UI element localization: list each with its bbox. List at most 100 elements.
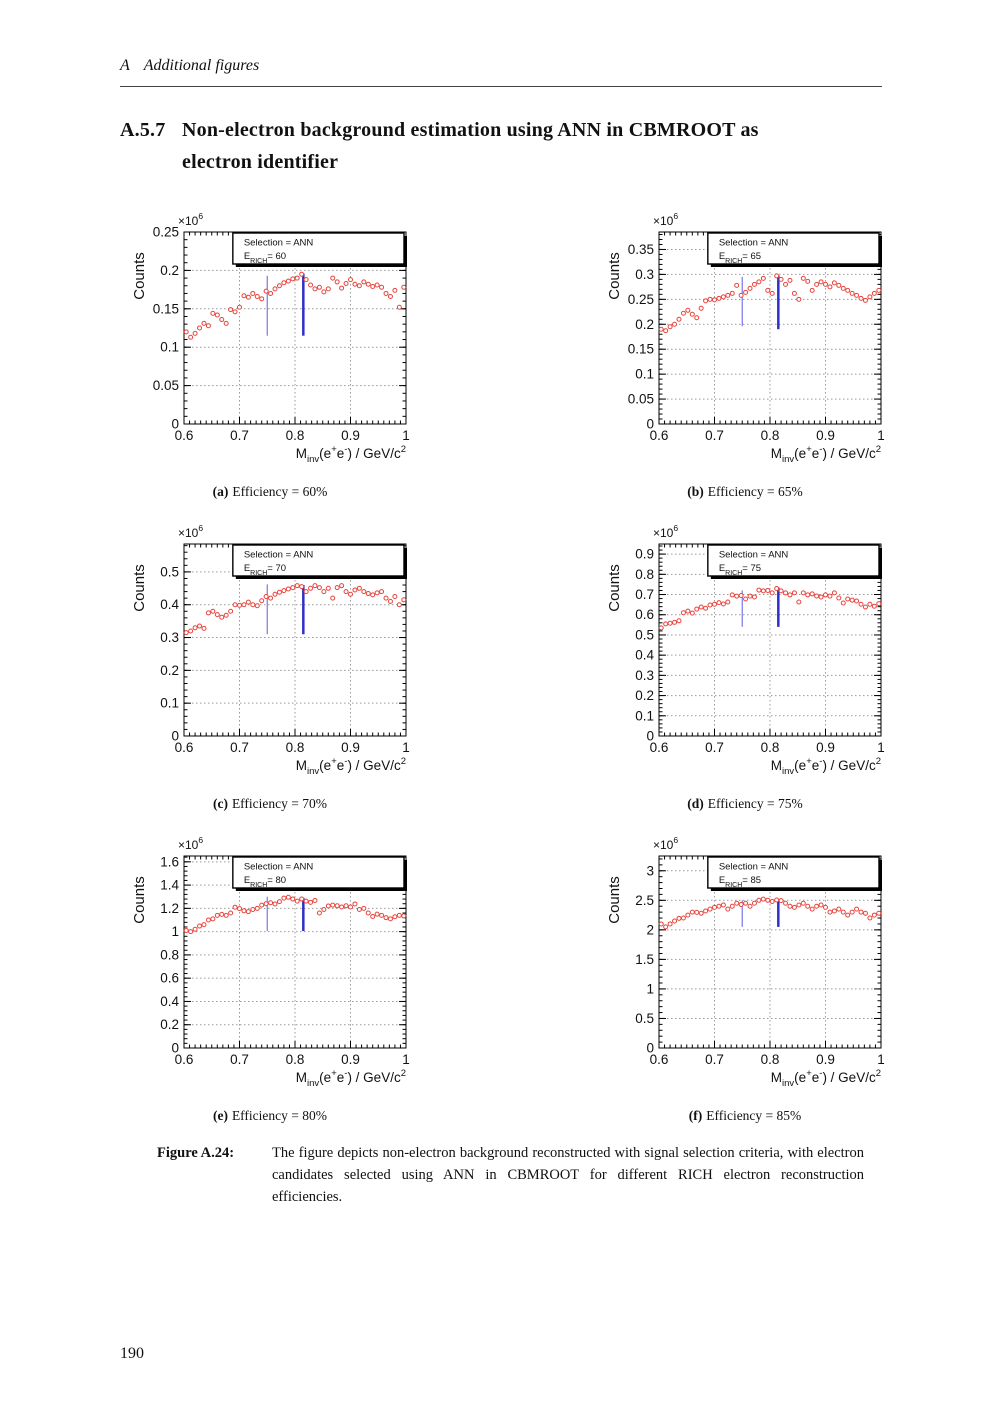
y-axis-label: Counts xyxy=(131,252,148,300)
legend-efficiency-label: ERICH= 85 xyxy=(719,875,761,889)
y-tick-label: 0 xyxy=(646,417,654,432)
x-tick-label: 1 xyxy=(402,428,410,443)
plot-canvas: 0.6 0.7 0.8 0.9 1 0 0.1 0.2 0.3 0.4 0.5 Selection =… xyxy=(131,523,410,777)
subcaption-text: Efficiency = 75% xyxy=(707,796,803,811)
y-tick-label: 0.3 xyxy=(635,668,654,683)
x-axis-label: Minv(e+e-) / GeV/c2 xyxy=(296,444,406,465)
x-tick-label: 1 xyxy=(402,740,410,755)
subcaption-panel-label: (e) xyxy=(212,1108,228,1123)
y-tick-label: 3 xyxy=(646,863,654,878)
x-axis-label: Minv(e+e-) / GeV/c2 xyxy=(771,444,881,465)
section-title-line1: Non-electron background estimation using… xyxy=(182,119,759,141)
y-tick-label: 0 xyxy=(171,1041,179,1056)
data-points xyxy=(658,585,882,631)
y-tick-label: 0.1 xyxy=(635,367,654,382)
legend-box: Selection = ANN ERICH= 85 xyxy=(707,856,882,891)
section-heading-line1: A.5.7 Non-electron background estimation … xyxy=(120,114,900,146)
tick-labels: 0.6 0.7 0.8 0.9 1 0 0.1 0.2 0.3 0.4 0.5 xyxy=(160,564,410,755)
x-tick-label: 1 xyxy=(402,1052,410,1067)
plot-panel-e: 0.6 0.7 0.8 0.9 1 0 0.2 0.4 0.6 0.8 1 1.2 1.4 1.6 Sele… xyxy=(120,822,420,1134)
legend-efficiency-label: ERICH= 60 xyxy=(244,251,286,265)
legend-selection-label: Selection = ANN xyxy=(244,550,314,561)
y-tick-label: 0.6 xyxy=(160,971,179,986)
data-points xyxy=(183,271,407,340)
x-axis-label: Minv(e+e-) / GeV/c2 xyxy=(771,1068,881,1089)
x-tick-label: 0.9 xyxy=(816,428,835,443)
y-tick-label: 1.5 xyxy=(635,952,654,967)
y-tick-label: 0.6 xyxy=(635,607,654,622)
x-axis-label: Minv(e+e-) / GeV/c2 xyxy=(296,756,406,777)
subcaption-text: Efficiency = 70% xyxy=(231,796,328,811)
legend-efficiency-label: ERICH= 65 xyxy=(719,251,761,265)
x-tick-label: 0.7 xyxy=(705,1052,724,1067)
figure-caption: Figure A.24: The figure depicts non-elec… xyxy=(157,1142,877,1208)
plot-panel-c: 0.6 0.7 0.8 0.9 1 0 0.1 0.2 0.3 0.4 0.5 Selection =… xyxy=(120,510,420,822)
x-tick-label: 0.6 xyxy=(650,1052,669,1067)
plot-subcaption: (d) Efficiency = 75% xyxy=(595,796,895,812)
x-tick-label: 0.8 xyxy=(286,428,305,443)
x-tick-label: 0.8 xyxy=(761,740,780,755)
y-tick-label: 0.4 xyxy=(160,994,179,1009)
y-tick-label: 1 xyxy=(646,981,654,996)
figure-caption-label: Figure A.24: xyxy=(157,1145,235,1161)
data-points xyxy=(658,896,882,930)
x-tick-label: 0.9 xyxy=(341,1052,360,1067)
y-axis-multiplier: ×106 xyxy=(178,523,203,540)
legend-selection-label: Selection = ANN xyxy=(719,238,789,249)
y-tick-label: 0.1 xyxy=(160,696,179,711)
y-axis-label: Counts xyxy=(606,564,623,612)
y-tick-label: 0.15 xyxy=(628,342,654,357)
x-tick-label: 0.6 xyxy=(650,428,669,443)
x-tick-label: 0.8 xyxy=(286,1052,305,1067)
legend-box: Selection = ANN ERICH= 65 xyxy=(707,232,882,267)
axis-ticks xyxy=(183,544,407,737)
x-tick-label: 0.7 xyxy=(705,428,724,443)
subcaption-text: Efficiency = 80% xyxy=(231,1108,328,1123)
y-tick-label: 0.25 xyxy=(153,225,179,240)
x-tick-label: 0.8 xyxy=(761,428,780,443)
y-axis-multiplier: ×106 xyxy=(178,211,203,228)
x-tick-label: 0.6 xyxy=(650,740,669,755)
y-tick-label: 0 xyxy=(646,1041,654,1056)
resonance-lines xyxy=(266,584,305,635)
y-tick-label: 0.2 xyxy=(635,688,654,703)
y-tick-label: 0.05 xyxy=(153,378,179,393)
x-axis-label: Minv(e+e-) / GeV/c2 xyxy=(771,756,881,777)
x-tick-label: 0.7 xyxy=(230,1052,249,1067)
resonance-lines xyxy=(266,273,305,336)
tick-labels: 0.6 0.7 0.8 0.9 1 0 0.2 0.4 0.6 0.8 1 1.2 1.4 1.6 xyxy=(160,854,410,1067)
x-tick-label: 1 xyxy=(877,428,885,443)
y-axis-label: Counts xyxy=(131,876,148,924)
x-tick-label: 0.7 xyxy=(705,740,724,755)
legend-box: Selection = ANN ERICH= 75 xyxy=(707,544,882,579)
legend-efficiency-label: ERICH= 75 xyxy=(719,563,761,577)
figure-caption-text: The figure depicts non-electron backgrou… xyxy=(272,1145,864,1205)
plot-canvas: 0.6 0.7 0.8 0.9 1 0 0.1 0.2 0.3 0.4 0.5 0.6 0.7 0.8 0.… xyxy=(606,523,885,777)
y-axis-multiplier: ×106 xyxy=(178,835,203,852)
y-tick-label: 0.2 xyxy=(160,263,179,278)
subcaption-panel-label: (d) xyxy=(687,796,704,811)
plot-canvas: 0.6 0.7 0.8 0.9 1 0 0.5 1 1.5 2 2.5 3 Selection = AN… xyxy=(606,835,885,1089)
legend-box: Selection = ANN ERICH= 80 xyxy=(232,856,407,891)
y-tick-label: 0.7 xyxy=(635,587,654,602)
running-header-chapter: A xyxy=(120,57,130,74)
plot-canvas: 0.6 0.7 0.8 0.9 1 0 0.2 0.4 0.6 0.8 1 1.2 1.4 1.6 Sele… xyxy=(131,835,410,1089)
x-tick-label: 1 xyxy=(877,740,885,755)
subcaption-panel-label: (f) xyxy=(688,1108,703,1123)
legend-box: Selection = ANN ERICH= 70 xyxy=(232,544,407,579)
plot-panel-f: 0.6 0.7 0.8 0.9 1 0 0.5 1 1.5 2 2.5 3 Selection = AN… xyxy=(595,822,895,1134)
y-tick-label: 0.9 xyxy=(635,547,654,562)
y-tick-label: 0.3 xyxy=(635,267,654,282)
plot-subcaption: (e) Efficiency = 80% xyxy=(120,1108,420,1124)
x-tick-label: 0.8 xyxy=(286,740,305,755)
y-axis-multiplier: ×106 xyxy=(653,211,678,228)
plot-subcaption: (a) Efficiency = 60% xyxy=(120,484,420,500)
legend-selection-label: Selection = ANN xyxy=(244,238,314,249)
y-axis-label: Counts xyxy=(131,564,148,612)
running-header-title: Additional figures xyxy=(143,57,260,74)
data-points xyxy=(183,894,407,935)
plot-canvas: 0.6 0.7 0.8 0.9 1 0 0.05 0.1 0.15 0.2 0.25 Selectio… xyxy=(131,211,410,465)
legend-selection-label: Selection = ANN xyxy=(719,862,789,873)
legend-box: Selection = ANN ERICH= 60 xyxy=(232,232,407,267)
